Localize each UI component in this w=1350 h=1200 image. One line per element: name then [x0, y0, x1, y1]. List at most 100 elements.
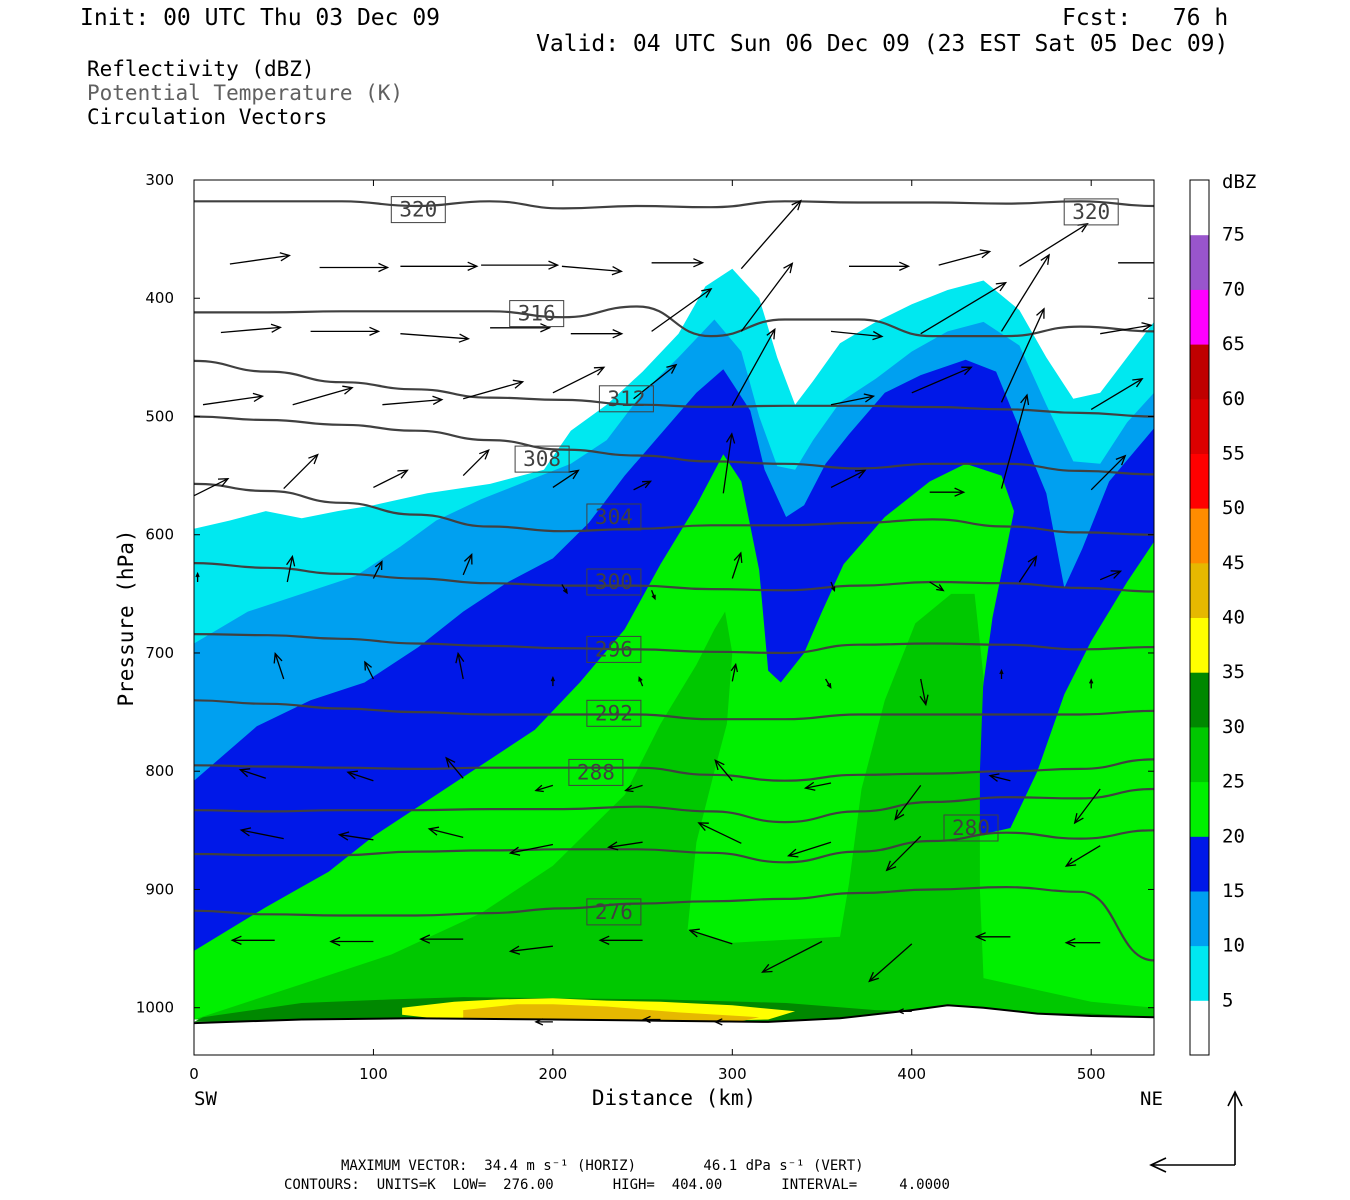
theta-contour-288	[194, 758, 1154, 782]
circulation-vector	[400, 261, 479, 271]
circulation-vector	[400, 333, 471, 343]
circulation-vector	[292, 385, 354, 406]
circulation-vector	[911, 366, 973, 394]
colorbar-label: 65	[1222, 333, 1245, 355]
theta-contour-292	[194, 699, 1154, 721]
circulation-vector	[427, 826, 464, 839]
colorbar-swatch	[1190, 398, 1209, 454]
circulation-vector	[1019, 222, 1089, 267]
colorbar-swatch	[1190, 890, 1209, 947]
circulation-vector	[713, 1018, 733, 1026]
circulation-vector	[372, 560, 383, 579]
circulation-vector	[974, 932, 1011, 942]
reflectivity-25-region	[194, 593, 1154, 1020]
circulation-vector	[920, 281, 1008, 335]
theta-contour-312	[194, 359, 1154, 418]
circulation-vector	[825, 678, 832, 689]
circulation-vector	[202, 392, 265, 406]
y-tick-label: 400	[145, 289, 174, 307]
circulation-vector	[373, 469, 409, 488]
terrain-line	[194, 1004, 1154, 1025]
colorbar-label: 55	[1222, 442, 1245, 464]
theta-label: 316	[509, 300, 565, 328]
svg-text:288: 288	[577, 760, 615, 784]
circulation-vector	[534, 1018, 553, 1026]
svg-text:280: 280	[952, 816, 990, 840]
circulation-vector	[1018, 555, 1038, 583]
svg-text:312: 312	[607, 387, 645, 411]
circulation-vector	[239, 827, 284, 840]
colorbar-swatch	[1190, 508, 1209, 564]
sw-label: SW	[194, 1088, 217, 1110]
colorbar-swatch	[1190, 945, 1209, 1001]
circulation-vector	[1090, 454, 1127, 491]
theta-label: 300	[586, 568, 642, 596]
ne-label: NE	[1140, 1088, 1163, 1110]
svg-text:276: 276	[595, 900, 633, 924]
theta-contour-276	[194, 885, 1154, 962]
circulation-vector	[894, 785, 922, 821]
circulation-vector	[929, 487, 966, 497]
circulation-vector	[1000, 253, 1050, 332]
colorbar-label: 25	[1222, 771, 1245, 793]
circulation-vector	[508, 945, 553, 955]
colorbar-label: 50	[1222, 497, 1245, 519]
circulation-vector	[722, 432, 736, 494]
circulation-vector	[830, 469, 867, 488]
circulation-vector	[364, 660, 374, 680]
colorbar-frame	[1189, 179, 1210, 1056]
circulation-vector	[598, 935, 643, 945]
svg-text:300: 300	[595, 570, 633, 594]
circulation-vector	[868, 943, 913, 983]
circulation-vector	[490, 323, 552, 333]
circulation-vector	[731, 327, 776, 407]
circulation-vector	[714, 759, 733, 782]
svg-text:316: 316	[518, 302, 556, 326]
theta-label: 308	[514, 445, 570, 473]
circulation-vector	[633, 363, 678, 400]
colorbar-label: 30	[1222, 716, 1245, 738]
circulation-vector	[194, 477, 230, 497]
circulation-vector	[283, 453, 319, 490]
circulation-vector	[919, 678, 929, 707]
circulation-vector	[803, 781, 832, 791]
colorbar-swatch	[1190, 726, 1209, 783]
y-tick-label: 1000	[136, 999, 174, 1017]
circulation-vector	[552, 366, 606, 394]
circulation-vector	[1064, 845, 1101, 867]
colorbar-label: 35	[1222, 661, 1245, 683]
circulation-vector	[651, 287, 713, 332]
colorbar-swatch	[1190, 344, 1209, 400]
contours-note: CONTOURS: UNITS=K LOW= 276.00 HIGH= 404.…	[284, 1177, 950, 1193]
circulation-vector	[561, 584, 568, 595]
svg-text:320: 320	[399, 198, 437, 222]
theta-label: 304	[586, 503, 642, 531]
circulation-vector	[220, 323, 282, 334]
colorbar-label: 15	[1222, 880, 1245, 902]
circulation-vector	[650, 590, 656, 601]
circulation-vector	[731, 551, 743, 579]
circulation-vector	[896, 1008, 912, 1015]
circulation-vector	[688, 928, 733, 945]
circulation-vector	[238, 768, 267, 779]
theta-label: 320	[1063, 198, 1119, 226]
circulation-vector	[550, 675, 555, 687]
colorbar-label: 5	[1222, 989, 1233, 1011]
circulation-vector	[1064, 938, 1101, 948]
colorbar-swatch	[1190, 781, 1209, 837]
circulation-vector	[1118, 262, 1154, 264]
circulation-vector	[786, 841, 832, 858]
y-tick-label: 700	[145, 644, 174, 662]
x-tick-label: 400	[897, 1065, 926, 1083]
circulation-vector	[561, 265, 624, 276]
circulation-vector	[641, 1015, 661, 1024]
x-tick-label: 0	[189, 1065, 199, 1083]
colorbar-swatch	[1190, 562, 1209, 618]
circulation-vector	[319, 262, 390, 273]
forecast-hour: Fcst: 76 h	[1062, 5, 1229, 31]
circulation-vector	[929, 581, 945, 592]
colorbar-label: 10	[1222, 935, 1245, 957]
theta-contour-304	[194, 482, 1154, 536]
theta-contour-284	[194, 787, 1154, 824]
circulation-vector	[195, 571, 200, 582]
